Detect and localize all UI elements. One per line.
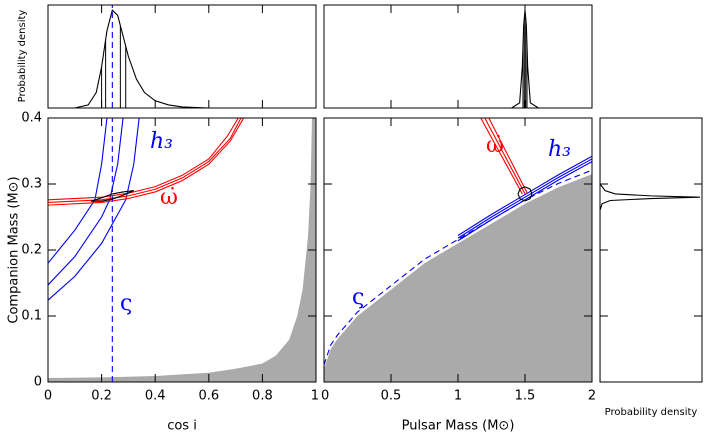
panel bbox=[599, 117, 703, 383]
y-axis-label: Probability density bbox=[17, 10, 28, 103]
forbidden-region bbox=[324, 118, 592, 382]
curve bbox=[457, 158, 592, 239]
frame bbox=[47, 4, 317, 109]
y-tick-label: 0 bbox=[34, 375, 42, 390]
plot-area bbox=[48, 118, 316, 382]
curve-label: h₃ bbox=[150, 129, 173, 154]
plot-area bbox=[48, 5, 316, 108]
curve bbox=[48, 118, 242, 204]
panel bbox=[47, 4, 317, 109]
frame bbox=[323, 4, 593, 109]
frame bbox=[599, 117, 703, 383]
curve bbox=[90, 190, 134, 202]
x-tick-label: 1 bbox=[311, 389, 319, 404]
x-axis-label: cos i bbox=[167, 419, 197, 434]
x-tick-label: 0 bbox=[44, 389, 52, 404]
plot-area bbox=[600, 118, 700, 382]
curve bbox=[488, 118, 529, 195]
frame bbox=[47, 117, 317, 383]
x-tick-label: 0 bbox=[321, 389, 329, 404]
panel bbox=[323, 4, 593, 109]
curve bbox=[48, 118, 108, 264]
curve bbox=[324, 10, 592, 108]
curve bbox=[457, 155, 592, 236]
x-tick-label: 1 bbox=[454, 389, 462, 404]
curve bbox=[48, 9, 316, 108]
x-tick-label: 0.2 bbox=[91, 389, 112, 404]
curve bbox=[484, 118, 526, 195]
curve-label: h₃ bbox=[548, 137, 571, 162]
panel: 0 0.5 1 1.5 2 bbox=[321, 117, 596, 404]
curve-label: ς bbox=[352, 285, 364, 310]
curve bbox=[480, 118, 523, 195]
forbidden-region bbox=[48, 118, 316, 382]
curve bbox=[48, 118, 124, 286]
panel: 0 0.2 0.4 0.6 0.8 1 0 0.1 0.2 0.3 0.4 bbox=[21, 111, 319, 404]
x-axis-label: Pulsar Mass (M⊙) bbox=[402, 419, 515, 434]
y-tick-label: 0.1 bbox=[21, 309, 42, 324]
x-axis-label: Probability density bbox=[605, 407, 698, 418]
curve bbox=[457, 161, 592, 242]
curve-label: ς bbox=[120, 291, 132, 316]
y-tick-label: 0.2 bbox=[21, 243, 42, 258]
plot-area bbox=[324, 10, 592, 108]
y-tick-label: 0.4 bbox=[21, 111, 42, 126]
curve bbox=[48, 118, 140, 301]
curve bbox=[600, 118, 700, 382]
x-tick-label: 0.4 bbox=[145, 389, 166, 404]
y-tick-label: 0.3 bbox=[21, 177, 42, 192]
x-tick-label: 0.6 bbox=[198, 389, 219, 404]
plot-area bbox=[324, 118, 592, 382]
curve-label: ω̇ bbox=[160, 185, 178, 210]
x-tick-label: 1.5 bbox=[515, 389, 536, 404]
curve bbox=[48, 118, 239, 201]
x-tick-label: 2 bbox=[588, 389, 596, 404]
x-tick-label: 0.8 bbox=[252, 389, 273, 404]
curve bbox=[48, 118, 245, 206]
curve bbox=[517, 186, 533, 202]
x-tick-label: 0.5 bbox=[381, 389, 402, 404]
y-axis-label: Companion Mass (M⊙) bbox=[7, 176, 22, 323]
